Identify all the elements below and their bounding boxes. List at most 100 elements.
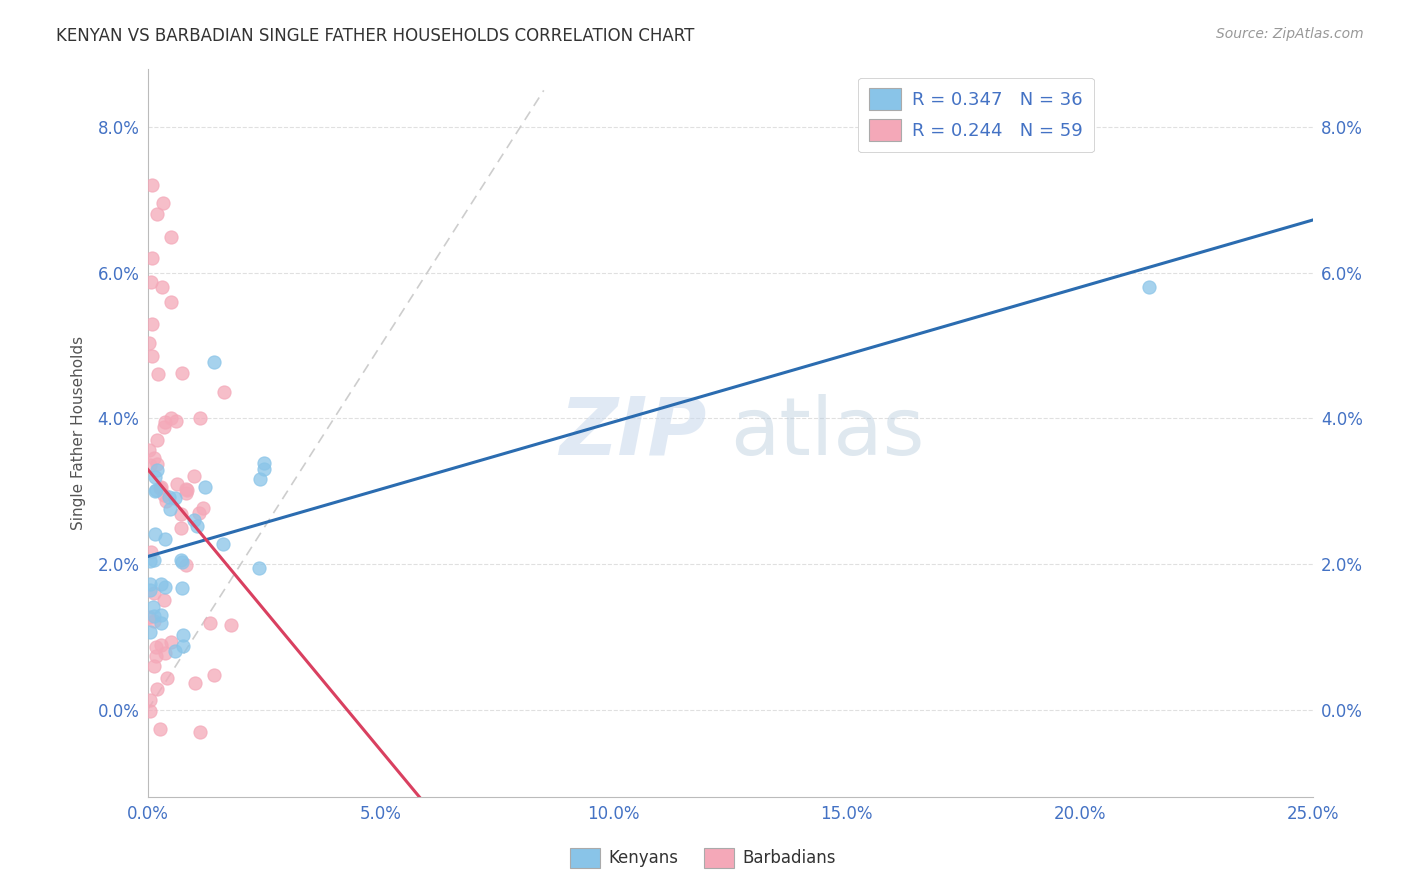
Point — [183, 513, 205, 527]
Point — [186, 519, 208, 533]
Point — [138, 458, 160, 473]
Point — [211, 537, 233, 551]
Point — [202, 355, 225, 369]
Point — [146, 434, 169, 448]
Point — [139, 554, 162, 568]
Point — [170, 553, 193, 567]
Point — [152, 195, 174, 210]
Point — [142, 659, 165, 673]
Point — [150, 280, 173, 294]
Point — [212, 384, 235, 399]
Point — [138, 609, 160, 624]
Point — [160, 411, 183, 425]
Point — [174, 558, 197, 572]
Text: ZIP: ZIP — [560, 394, 707, 472]
Point — [150, 607, 173, 622]
Point — [176, 483, 198, 497]
Point — [172, 639, 194, 653]
Point — [165, 644, 187, 658]
Point — [149, 723, 172, 737]
Text: Source: ZipAtlas.com: Source: ZipAtlas.com — [1216, 27, 1364, 41]
Point — [159, 502, 181, 516]
Point — [153, 488, 176, 502]
Point — [149, 638, 172, 652]
Point — [170, 521, 193, 535]
Point — [139, 577, 162, 591]
Point — [148, 368, 170, 382]
Point — [142, 599, 165, 614]
Point — [143, 483, 166, 498]
Point — [170, 555, 193, 569]
Point — [184, 676, 207, 690]
Point — [191, 500, 214, 515]
Point — [139, 545, 162, 559]
Point — [202, 668, 225, 682]
Point — [253, 461, 276, 475]
Point — [1139, 280, 1161, 294]
Point — [160, 635, 183, 649]
Point — [187, 506, 209, 520]
Point — [194, 480, 217, 494]
Point — [141, 317, 163, 331]
Point — [169, 508, 191, 522]
Point — [138, 336, 160, 351]
Point — [145, 463, 167, 477]
Point — [141, 178, 163, 193]
Point — [188, 724, 211, 739]
Point — [219, 617, 242, 632]
Point — [153, 592, 176, 607]
Point — [142, 614, 165, 628]
Point — [172, 628, 194, 642]
Point — [149, 576, 172, 591]
Point — [249, 471, 271, 485]
Point — [153, 415, 176, 429]
Point — [198, 615, 221, 630]
Point — [174, 486, 197, 500]
Point — [166, 477, 188, 491]
Point — [163, 491, 186, 505]
Point — [190, 411, 212, 425]
Point — [165, 414, 187, 428]
Point — [170, 367, 193, 381]
Legend: Kenyans, Barbadians: Kenyans, Barbadians — [564, 841, 842, 875]
Point — [183, 469, 205, 483]
Point — [145, 640, 167, 654]
Point — [152, 420, 174, 434]
Point — [160, 230, 183, 244]
Point — [170, 582, 193, 596]
Point — [160, 294, 183, 309]
Point — [149, 480, 172, 494]
Text: KENYAN VS BARBADIAN SINGLE FATHER HOUSEHOLDS CORRELATION CHART: KENYAN VS BARBADIAN SINGLE FATHER HOUSEH… — [56, 27, 695, 45]
Point — [174, 482, 197, 496]
Point — [143, 608, 166, 623]
Point — [139, 625, 162, 640]
Point — [139, 704, 162, 718]
Point — [149, 615, 172, 630]
Point — [139, 276, 162, 290]
Legend: R = 0.347   N = 36, R = 0.244   N = 59: R = 0.347 N = 36, R = 0.244 N = 59 — [858, 78, 1094, 153]
Point — [139, 693, 162, 707]
Text: atlas: atlas — [730, 394, 925, 472]
Point — [157, 490, 180, 504]
Point — [146, 207, 169, 221]
Point — [143, 552, 166, 566]
Point — [149, 481, 172, 495]
Point — [145, 649, 167, 664]
Point — [141, 251, 163, 265]
Point — [253, 456, 276, 470]
Point — [155, 494, 177, 508]
Point — [156, 672, 179, 686]
Point — [247, 560, 270, 574]
Point — [146, 457, 169, 471]
Point — [143, 469, 166, 483]
Point — [138, 443, 160, 458]
Point — [142, 451, 165, 466]
Point — [153, 646, 176, 660]
Point — [139, 583, 162, 598]
Point — [145, 483, 167, 497]
Point — [153, 533, 176, 547]
Y-axis label: Single Father Households: Single Father Households — [72, 335, 86, 530]
Point — [143, 527, 166, 541]
Point — [143, 586, 166, 600]
Point — [153, 581, 176, 595]
